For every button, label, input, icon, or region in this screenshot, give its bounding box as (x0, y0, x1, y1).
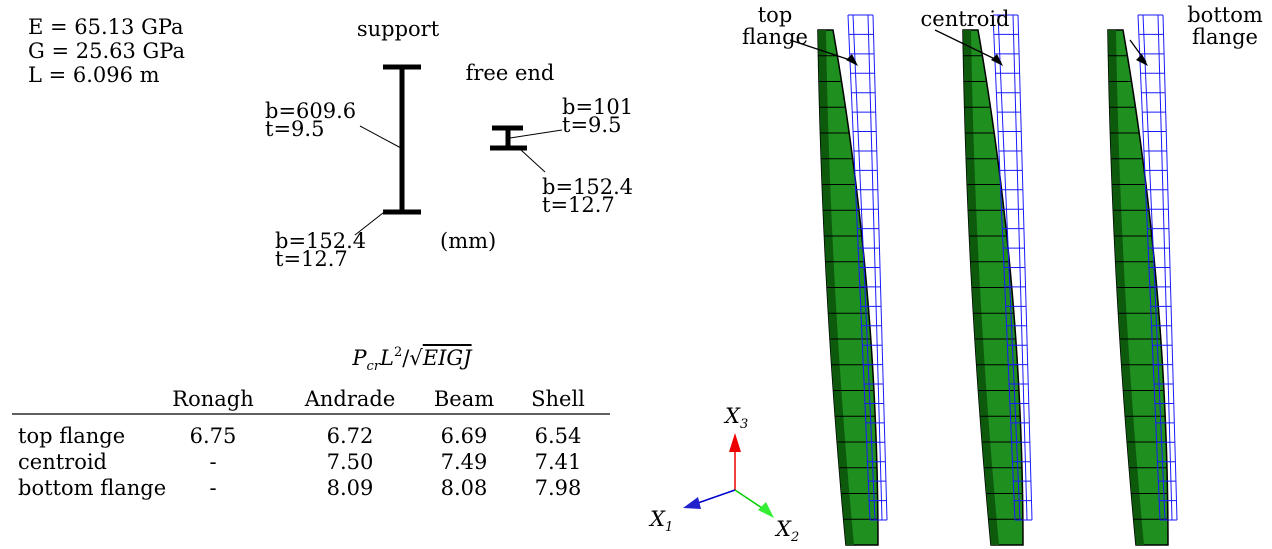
label-line: bottom (1187, 4, 1263, 26)
label-part: 3 (740, 417, 748, 432)
arrowhead (1136, 54, 1148, 66)
caption-part: /√ (402, 346, 422, 370)
label-part: X (650, 507, 665, 531)
table-cell: - (209, 477, 216, 499)
axis-label: X2 (776, 518, 799, 549)
label-line: centroid (921, 8, 1010, 30)
dim-label: t=12.7 (542, 194, 615, 216)
parameter: G = 25.63 GPa (28, 40, 185, 62)
arrowhead (846, 54, 858, 66)
label-line: flange (742, 26, 808, 48)
caption-part: P (352, 346, 366, 370)
column-header: Andrade (305, 388, 396, 410)
dim-label: t=9.5 (265, 118, 324, 140)
table-cell: 7.50 (327, 451, 374, 473)
beam-label: centroid (921, 8, 1010, 30)
parameter: L = 6.096 m (28, 64, 160, 86)
section-label: free end (466, 62, 555, 84)
table-cell: - (209, 451, 216, 473)
row-label: bottom flange (18, 477, 166, 499)
column-header: Beam (434, 388, 494, 410)
parameter: E = 65.13 GPa (28, 16, 184, 38)
label-line: flange (1187, 26, 1263, 48)
label-part: 2 (791, 530, 799, 545)
column-header: Ronagh (172, 388, 253, 410)
dim-label: t=9.5 (562, 114, 621, 136)
axis-label: X3 (725, 405, 748, 436)
section-label: support (357, 18, 439, 40)
label-part: 1 (665, 520, 673, 535)
table-cell: 6.72 (327, 425, 374, 447)
caption-part: EIGJ (423, 346, 472, 370)
table-cell: 6.69 (441, 425, 488, 447)
column-header: Shell (531, 388, 585, 410)
axis-label: X1 (650, 508, 673, 539)
table-cell: 6.75 (190, 425, 237, 447)
figure: E = 65.13 GPa G = 25.63 GPa L = 6.096 m … (0, 0, 1272, 546)
label-part: X (776, 517, 791, 541)
caption-part: 2 (394, 345, 402, 360)
label-part: X (725, 404, 740, 428)
dim-label: t=12.7 (275, 248, 348, 270)
table-cell: 7.98 (535, 477, 582, 499)
table-cell: 7.41 (535, 451, 582, 473)
row-label: top flange (18, 425, 125, 447)
caption-part: L (380, 346, 394, 370)
caption-part: cr (367, 359, 381, 374)
units: (mm) (440, 230, 496, 252)
table-cell: 7.49 (441, 451, 488, 473)
row-label: centroid (18, 451, 107, 473)
table-caption: PcrL2/√EIGJ (352, 342, 471, 378)
table-cell: 6.54 (535, 425, 582, 447)
drawing (0, 0, 1272, 546)
table-cell: 8.08 (441, 477, 488, 499)
axis-triad (683, 433, 774, 518)
arrowhead (991, 54, 1003, 66)
label-line: top (742, 4, 808, 26)
table-cell: 8.09 (327, 477, 374, 499)
